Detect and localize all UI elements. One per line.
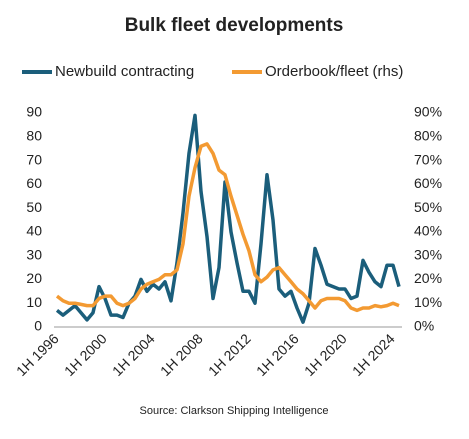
y-tick-label: 40 (26, 223, 42, 239)
y2-tick-label: 30% (414, 246, 442, 262)
x-tick-label: 1H 2004 (109, 330, 158, 379)
y2-tick-label: 90% (414, 104, 442, 120)
chart-title: Bulk fleet developments (125, 15, 344, 36)
x-tick-label: 1H 2020 (301, 330, 350, 379)
x-tick-label: 1H 2016 (253, 330, 302, 379)
y2-tick-label: 10% (414, 294, 442, 310)
y-tick-label: 80 (26, 127, 42, 143)
source-note: Source: Clarkson Shipping Intelligence (140, 405, 329, 417)
y-tick-label: 30 (26, 246, 42, 262)
x-tick-label: 1H 1996 (13, 330, 62, 379)
y2-tick-label: 50% (414, 199, 442, 215)
y2-tick-label: 40% (414, 223, 442, 239)
y-tick-label: 20 (26, 270, 42, 286)
legend-label: Orderbook/fleet (rhs) (265, 63, 403, 80)
y2-tick-label: 0% (414, 318, 434, 334)
y-tick-label: 10 (26, 294, 42, 310)
y-tick-label: 90 (26, 104, 42, 120)
x-tick-label: 1H 2012 (205, 330, 254, 379)
y2-tick-label: 70% (414, 151, 442, 167)
y-tick-label: 50 (26, 199, 42, 215)
x-tick-label: 1H 2008 (157, 330, 206, 379)
x-tick-label: 1H 2024 (349, 330, 398, 379)
y-tick-label: 60 (26, 175, 42, 191)
series-line (55, 113, 401, 324)
y2-tick-label: 80% (414, 127, 442, 143)
x-tick-label: 1H 2000 (61, 330, 110, 379)
y2-tick-label: 60% (414, 175, 442, 191)
series-line (55, 142, 400, 313)
y2-tick-label: 20% (414, 270, 442, 286)
y-tick-label: 70 (26, 151, 42, 167)
legend-label: Newbuild contracting (55, 63, 194, 80)
y-tick-label: 0 (34, 318, 42, 334)
